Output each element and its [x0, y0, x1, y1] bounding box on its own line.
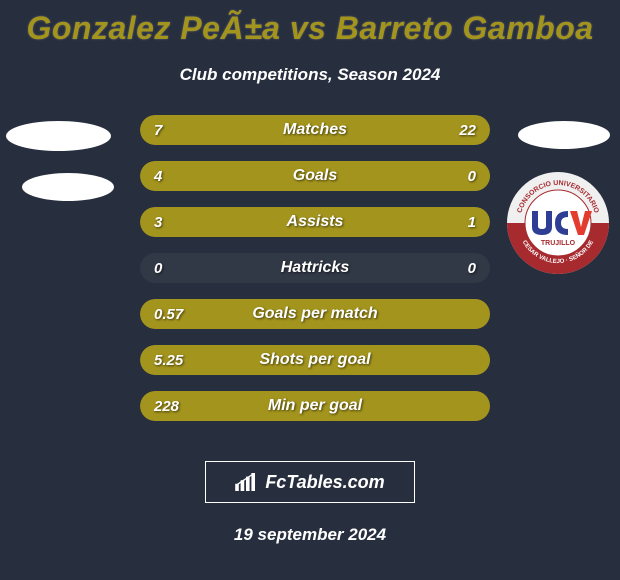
stat-row: Goals40	[140, 161, 490, 191]
player-right-badge-placeholder	[518, 121, 610, 149]
stat-bars: Matches722 Goals40 Assists31 Hattricks0 0 Goa…	[140, 115, 490, 437]
stat-row: Matches722	[140, 115, 490, 145]
stat-value-left: 0	[154, 253, 162, 283]
player-left-badge-placeholder-1	[6, 121, 111, 151]
player-left-badge-placeholder-2	[22, 173, 114, 201]
stat-bar-left	[140, 299, 490, 329]
stat-value-right: 0	[468, 253, 476, 283]
page-date: 19 september 2024	[0, 525, 620, 545]
stat-row: Shots per goal5.25	[140, 345, 490, 375]
bars-icon	[235, 473, 257, 491]
stat-bar-right	[224, 115, 490, 145]
stat-bar-left	[140, 391, 490, 421]
page-subtitle: Club competitions, Season 2024	[0, 65, 620, 85]
page-title: Gonzalez PeÃ±a vs Barreto Gamboa	[0, 0, 620, 47]
stat-row: Min per goal228	[140, 391, 490, 421]
comparison-stage: CONSORCIO UNIVERSITARIO CESAR VALLEJO · …	[0, 115, 620, 455]
club-badge-ucv: CONSORCIO UNIVERSITARIO CESAR VALLEJO · …	[506, 171, 610, 275]
stat-label: Hattricks	[140, 253, 490, 283]
stat-bar-left	[140, 115, 224, 145]
stat-bar-right	[402, 207, 490, 237]
stat-bar-left	[140, 345, 490, 375]
stat-bar-left	[140, 207, 403, 237]
stat-row: Assists31	[140, 207, 490, 237]
stat-bar-left	[140, 161, 490, 191]
stat-row: Goals per match0.57	[140, 299, 490, 329]
brand-text: FcTables.com	[265, 472, 384, 493]
brand-box: FcTables.com	[205, 461, 415, 503]
badge-bottom-word: TRUJILLO	[541, 240, 576, 247]
stat-row: Hattricks0 0	[140, 253, 490, 283]
